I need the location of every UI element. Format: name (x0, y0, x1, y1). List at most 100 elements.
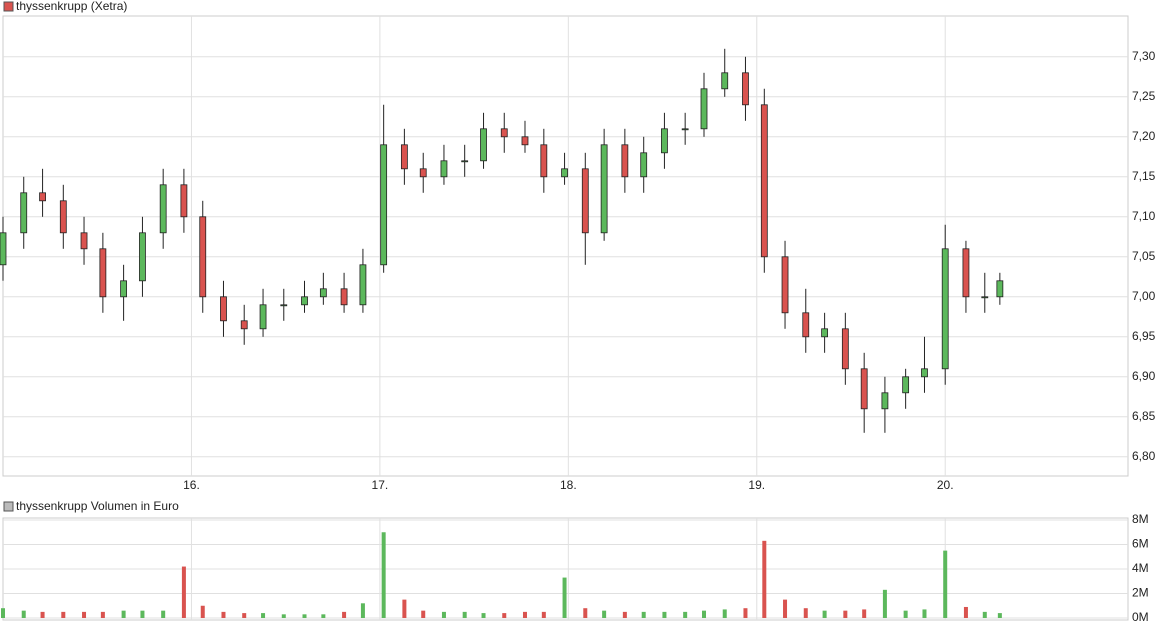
volume-bar (421, 610, 426, 618)
volume-bar (963, 606, 968, 618)
volume-bar (61, 611, 66, 618)
candle-body (440, 160, 448, 178)
candle-body (981, 296, 989, 299)
volume-bar (402, 599, 407, 618)
candle-body (600, 144, 608, 234)
candle-body (661, 128, 668, 154)
volume-bar (140, 610, 145, 618)
candle-body (521, 136, 529, 146)
legend: thyssenkrupp (Xetra) (16, 0, 127, 13)
y-tick-label: 0M (1132, 610, 1149, 624)
volume-bar (181, 566, 186, 618)
volume-bar (702, 610, 707, 618)
volume-bar (360, 603, 365, 618)
candle-body (359, 264, 367, 306)
y-tick-label: 6M (1132, 537, 1149, 551)
volume-bar (522, 611, 527, 618)
volume-bar (502, 613, 507, 618)
volume-bar (242, 613, 247, 618)
candle-body (760, 104, 768, 258)
candle-body (841, 328, 849, 370)
volume-bar (743, 608, 748, 618)
y-tick-label: 7,15 (1132, 169, 1156, 183)
volume-bar (541, 611, 546, 618)
volume-bar (40, 611, 45, 618)
candle-body (640, 152, 648, 178)
volume-bar (803, 608, 808, 618)
volume-bar (481, 613, 486, 618)
volume-bar (100, 611, 105, 618)
candle-body (59, 200, 67, 234)
candle-body (721, 72, 729, 90)
candle-body (540, 144, 548, 178)
volume-bar (200, 605, 205, 618)
volume-bar (602, 610, 607, 618)
volume-bar (762, 540, 767, 618)
candle-body (340, 288, 348, 306)
y-tick-label: 7,25 (1132, 89, 1156, 103)
candle-body (802, 312, 810, 338)
volume-bar (822, 610, 827, 618)
x-tick-label: 16. (183, 478, 200, 492)
legend-swatch (3, 501, 14, 512)
candle-body (480, 128, 487, 162)
volume-bar (161, 610, 166, 618)
candle-body (159, 184, 167, 234)
candle-body (240, 320, 248, 330)
candle-body (99, 248, 107, 298)
candle-body (700, 88, 708, 130)
volume-bar (683, 611, 688, 618)
volume-bar (1, 608, 5, 618)
candle-body (199, 216, 207, 298)
candle-body (80, 232, 88, 250)
volume-bar (82, 611, 87, 618)
candle-body (860, 368, 868, 410)
volume-bar (922, 609, 927, 618)
y-tick-label: 8M (1132, 512, 1149, 526)
candle-body (921, 368, 928, 378)
candle-body (20, 192, 28, 234)
candle-body (681, 128, 689, 131)
x-tick-label: 18. (560, 478, 577, 492)
volume-bar (783, 599, 788, 618)
volume-bar (722, 609, 727, 618)
volume-bar (21, 610, 26, 618)
candle-body (180, 184, 188, 218)
candle-body (301, 296, 308, 306)
candle-body (561, 168, 568, 178)
candle-body (220, 296, 227, 322)
x-tick-label: 20. (937, 478, 954, 492)
candle-body (941, 248, 949, 370)
y-tick-label: 6,80 (1132, 449, 1156, 463)
candle-body (621, 144, 629, 178)
candle-body (881, 392, 889, 410)
volume-bar (997, 613, 1002, 618)
volume-bar (441, 611, 446, 618)
volume-bar (943, 550, 948, 618)
candle-body (461, 160, 469, 163)
candle-body (962, 248, 970, 298)
candle-body (39, 192, 46, 202)
volume-bar (462, 611, 467, 618)
x-tick-label: 17. (372, 478, 389, 492)
y-tick-label: 6,90 (1132, 369, 1156, 383)
price-frame (2, 15, 1129, 477)
volume-bar (622, 611, 627, 618)
candle-body (821, 328, 829, 338)
volume-bar (862, 609, 867, 618)
volume-bar (342, 611, 347, 618)
legend: thyssenkrupp Volumen in Euro (16, 499, 179, 513)
volume-bar (381, 532, 386, 618)
volume-bar (641, 611, 646, 618)
y-tick-label: 7,30 (1132, 49, 1156, 63)
y-tick-label: 4M (1132, 561, 1149, 575)
candle-body (419, 168, 427, 178)
volume-bar (281, 614, 286, 618)
candle-body (319, 288, 327, 298)
volume-bar (903, 610, 908, 618)
legend-swatch (3, 1, 14, 12)
volume-bar (221, 611, 226, 618)
y-tick-label: 7,05 (1132, 249, 1156, 263)
